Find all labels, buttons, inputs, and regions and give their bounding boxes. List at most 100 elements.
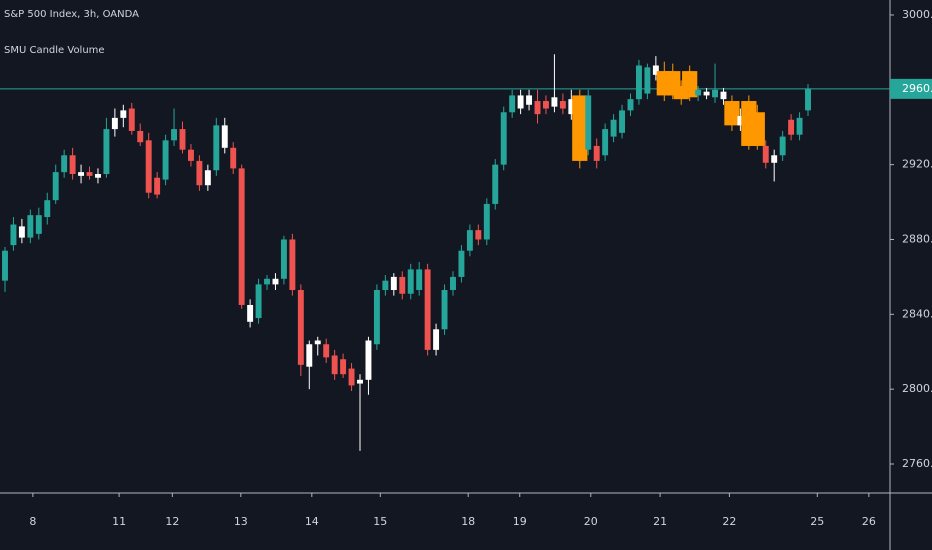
candle-body <box>145 140 152 193</box>
candle-body <box>534 101 541 115</box>
candle-body <box>137 130 144 143</box>
candle-body <box>247 304 254 322</box>
candle-body <box>221 125 228 148</box>
candle-body <box>517 95 524 109</box>
candle-body <box>543 101 549 109</box>
x-tick-label: 19 <box>513 515 527 528</box>
candle-body <box>652 65 659 75</box>
candle-body <box>559 101 566 109</box>
candle-body <box>120 110 127 118</box>
candle-body <box>213 125 220 171</box>
candle-body <box>458 250 465 277</box>
candle-body <box>466 230 473 251</box>
candle-body <box>373 290 380 345</box>
x-tick-label: 11 <box>112 515 126 528</box>
candle-body <box>399 276 406 294</box>
candle-body <box>348 368 355 386</box>
candle-body <box>323 344 330 358</box>
candle-body <box>255 284 262 319</box>
candle-body <box>627 99 634 111</box>
candle-body <box>762 145 769 163</box>
candle-body <box>788 119 795 135</box>
candle-body <box>382 280 389 290</box>
candle-body <box>289 239 296 290</box>
candle-body <box>433 329 440 350</box>
candle-body <box>475 230 482 240</box>
candle-body <box>2 250 8 281</box>
candle-body <box>585 95 592 150</box>
candle-body <box>593 145 600 161</box>
candle-body <box>196 160 203 186</box>
indicator-name: SMU Candle Volume <box>4 45 105 56</box>
candle-body <box>424 269 431 350</box>
candle-body <box>365 340 372 380</box>
candle-body <box>407 269 414 294</box>
candle-body <box>230 147 237 169</box>
candle-body <box>331 355 338 375</box>
y-tick-label: 2760.0 <box>902 457 932 470</box>
candle-body <box>314 340 321 345</box>
y-tick-label: 3000.0 <box>902 8 932 21</box>
candle-body <box>128 108 135 131</box>
x-tick-label: 26 <box>862 515 876 528</box>
candle-body <box>492 164 499 204</box>
candle-body <box>602 129 609 156</box>
candle-body <box>712 89 718 98</box>
candle-body <box>162 140 169 180</box>
candle-body <box>526 95 533 105</box>
candle-body <box>483 203 490 240</box>
x-tick-label: 8 <box>29 515 36 528</box>
candle-body <box>69 155 76 174</box>
candle-body <box>568 99 575 115</box>
candle-body <box>35 215 42 234</box>
candle-body <box>450 276 456 290</box>
candle-body <box>61 155 68 173</box>
candle-body <box>644 67 651 94</box>
candle-body <box>78 172 85 176</box>
candle-body <box>416 269 423 290</box>
candle-body <box>390 276 397 290</box>
x-tick-label: 12 <box>165 515 179 528</box>
y-tick-label: 2800.0 <box>902 382 932 395</box>
candle-body <box>509 95 516 113</box>
candle-body <box>779 136 786 156</box>
candle-body <box>771 155 778 163</box>
candle-body <box>682 71 698 98</box>
candle-body <box>703 91 710 96</box>
candle-body <box>204 170 211 186</box>
candle-body <box>86 172 93 176</box>
candle-body <box>306 344 313 367</box>
candle-body <box>572 95 588 161</box>
x-tick-label: 25 <box>810 515 824 528</box>
candle-body <box>111 117 118 130</box>
candle-body <box>737 116 744 126</box>
y-tick-label: 2880.0 <box>902 232 932 245</box>
candle-body <box>695 89 702 96</box>
y-tick-label: 2920.0 <box>902 158 932 171</box>
candle-body <box>749 112 765 146</box>
x-tick-label: 20 <box>584 515 598 528</box>
candle-body <box>551 97 558 107</box>
x-tick-label: 22 <box>722 515 736 528</box>
candle-body <box>95 174 101 178</box>
candle-body <box>179 129 186 150</box>
candle-body <box>724 101 740 126</box>
candle-body <box>500 112 507 165</box>
chart-title: S&P 500 Index, 3h, OANDA <box>4 9 139 20</box>
x-tick-label: 13 <box>234 515 248 528</box>
candle-body <box>187 149 194 161</box>
candle-body <box>297 290 304 365</box>
candle-body <box>619 110 626 133</box>
candle-body <box>280 239 287 279</box>
price-label: 2960.5 <box>902 82 932 95</box>
candle-body <box>171 129 178 141</box>
x-tick-label: 21 <box>653 515 667 528</box>
candle-body <box>805 88 811 111</box>
candle-body <box>720 91 727 100</box>
x-tick-label: 18 <box>461 515 475 528</box>
candle-body <box>44 200 51 218</box>
x-tick-label: 15 <box>373 515 387 528</box>
y-tick-label: 2840.0 <box>902 307 932 320</box>
price-label-box <box>890 78 932 99</box>
